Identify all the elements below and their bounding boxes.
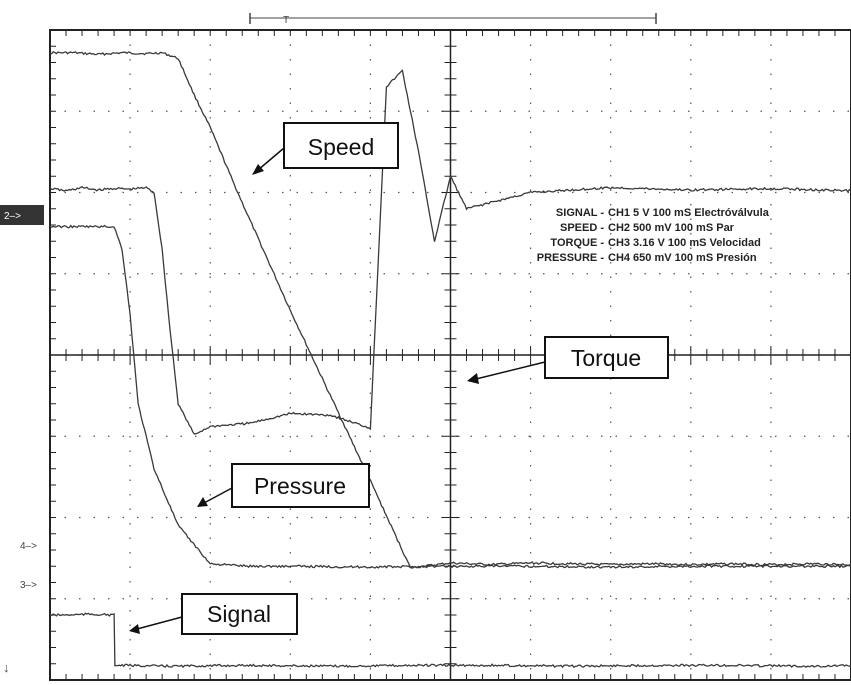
torque-channel-settings: CH3 3.16 V 100 mS Velocidad [608, 237, 761, 249]
signal-channel-label: SIGNAL - [556, 207, 604, 219]
channel-3-marker: 3–> [20, 580, 37, 591]
callout-torque-label: Torque [571, 345, 641, 371]
channel-2-marker: 2–> [4, 211, 21, 222]
callout-pressure-label: Pressure [254, 473, 346, 499]
trigger-marker-top: T [283, 15, 289, 26]
speed-channel-label: SPEED - [560, 222, 604, 234]
callout-signal-label: Signal [207, 601, 271, 627]
torque-channel-label: TORQUE - [550, 237, 604, 249]
pressure-channel-label: PRESSURE - [537, 252, 605, 264]
signal-channel-settings: CH1 5 V 100 mS Electróválvula [608, 207, 770, 219]
channel-4-marker: 4–> [20, 541, 37, 552]
ground-arrow-marker: ↓ [3, 660, 10, 675]
pressure-channel-settings: CH4 650 mV 100 mS Presión [608, 252, 757, 264]
callout-speed-label: Speed [308, 134, 375, 160]
speed-channel-settings: CH2 500 mV 100 mS Par [608, 222, 735, 234]
